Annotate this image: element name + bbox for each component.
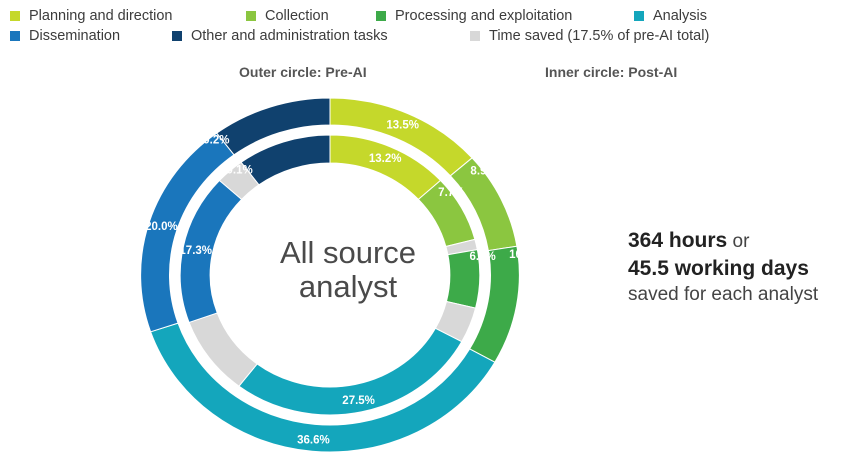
legend-item: Dissemination xyxy=(10,28,120,44)
legend-item: Time saved (17.5% of pre-AI total) xyxy=(470,28,709,44)
legend-item: Planning and direction xyxy=(10,8,173,24)
legend-item: Collection xyxy=(246,8,329,24)
outer-ring-pre-ai xyxy=(140,97,520,453)
inner-value-label: 7.7% xyxy=(438,187,464,199)
legend-swatch xyxy=(10,31,20,41)
inner-value-label: 10.1% xyxy=(220,164,253,176)
legend-swatch xyxy=(246,11,256,21)
legend-swatch xyxy=(172,31,182,41)
inner-slice-other-and-administration-tasks xyxy=(240,134,331,186)
inner-value-label: 6.7% xyxy=(469,251,495,263)
inner-circle-heading: Inner circle: Post-AI xyxy=(545,64,678,80)
legend-label: Dissemination xyxy=(29,28,121,44)
legend-swatch xyxy=(470,31,480,41)
outer-value-label: 10.2% xyxy=(197,134,230,146)
legend-swatch xyxy=(10,11,20,21)
legend-label: Processing and exploitation xyxy=(395,8,573,24)
center-label-line-2: analyst xyxy=(299,269,398,304)
legend-label: Collection xyxy=(265,8,329,24)
legend-label: Other and administration tasks xyxy=(191,28,388,44)
legend-swatch xyxy=(376,11,386,21)
outer-value-label: 36.6% xyxy=(297,434,330,446)
outer-slice-other-and-administration-tasks xyxy=(216,97,331,156)
legend-label: Analysis xyxy=(653,8,707,24)
inner-value-label: 13.2% xyxy=(369,153,402,165)
outer-value-label: 8.9% xyxy=(470,165,496,177)
slice-labels: 13.5% 8.9% 10.8% 36.6% 20.0% 10.2% 13.2% 7.7% 6.… xyxy=(145,120,542,447)
inner-value-label: 17.3% xyxy=(179,245,212,257)
outer-value-label: 10.8% xyxy=(509,249,542,261)
chart-legend: Planning and direction Collection Processi… xyxy=(10,8,855,48)
legend-label: Planning and direction xyxy=(29,8,173,24)
inner-value-label: 27.5% xyxy=(342,395,375,407)
callout-or: or xyxy=(727,231,750,252)
legend-item: Other and administration tasks xyxy=(172,28,388,44)
legend-row: Dissemination Other and administration ta… xyxy=(10,28,855,48)
legend-row: Planning and direction Collection Processi… xyxy=(10,8,855,28)
time-saved-callout: 364 hours or 45.5 working days saved for… xyxy=(628,228,818,308)
callout-hours: 364 hours xyxy=(628,229,728,252)
center-label-line-1: All source xyxy=(280,235,416,270)
callout-saved: saved for each analyst xyxy=(628,284,819,305)
legend-item: Analysis xyxy=(634,8,707,24)
outer-value-label: 20.0% xyxy=(145,221,178,233)
outer-circle-heading: Outer circle: Pre-AI xyxy=(239,64,367,80)
legend-label: Time saved (17.5% of pre-AI total) xyxy=(489,28,710,44)
inner-ring-post-ai xyxy=(179,134,481,416)
legend-swatch xyxy=(634,11,644,21)
callout-days: 45.5 working days xyxy=(628,257,809,280)
legend-item: Processing and exploitation xyxy=(376,8,572,24)
outer-value-label: 13.5% xyxy=(386,120,419,132)
